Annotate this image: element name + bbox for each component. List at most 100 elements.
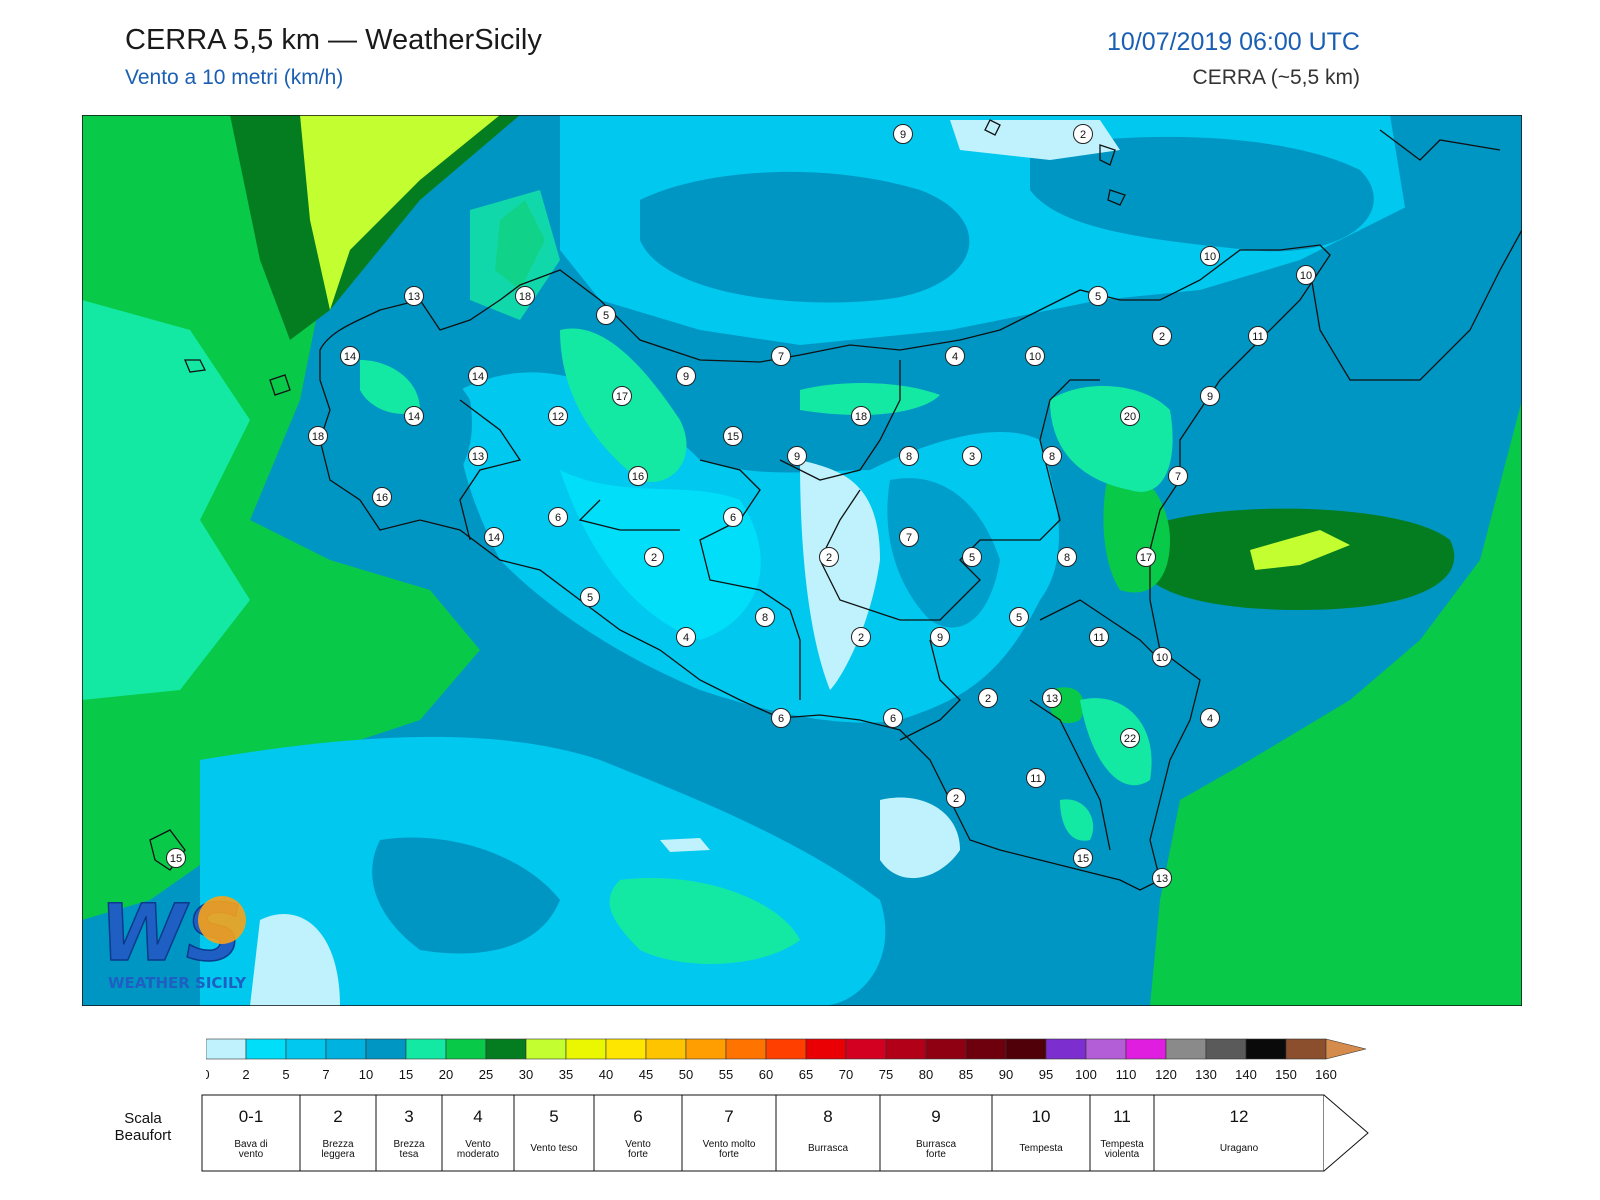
station-value: 5 [969, 552, 975, 564]
station-marker: 11 [1089, 627, 1109, 647]
station-value: 8 [1064, 552, 1070, 564]
beaufort-number: 4 [473, 1107, 482, 1126]
beaufort-class: 10 Tempesta [991, 1094, 1091, 1172]
station-markers: 9 2 10 10 13 18 5 5 2 11 14 7 4 10 14 9 17 9 14 12 18 20 18 15 1… [166, 124, 1316, 888]
station-value: 15 [1077, 853, 1089, 865]
station-marker: 6 [723, 507, 743, 527]
station-marker: 15 [1073, 848, 1093, 868]
beaufort-desc-line2: leggera [321, 1149, 355, 1160]
station-marker: 11 [1248, 326, 1268, 346]
beaufort-desc-line1: Vento [465, 1139, 491, 1150]
station-value: 12 [552, 411, 564, 423]
beaufort-desc-line1: Burrasca [808, 1143, 848, 1154]
colorbar-cell [1245, 1038, 1287, 1060]
station-marker: 20 [1120, 406, 1140, 426]
colorbar-tick-label: 45 [639, 1067, 653, 1082]
colorbar-tick-label: 160 [1315, 1067, 1337, 1082]
station-marker: 6 [883, 708, 903, 728]
beaufort-number: 3 [404, 1107, 413, 1126]
colorbar-tick-label: 15 [399, 1067, 413, 1082]
beaufort-number: 12 [1230, 1107, 1249, 1126]
colorbar-cell [285, 1038, 327, 1060]
beaufort-desc-line2: forte [926, 1149, 946, 1160]
station-value: 18 [519, 291, 531, 303]
station-value: 17 [1140, 552, 1152, 564]
colorbar-cell [685, 1038, 727, 1060]
colorbar-tick-label: 5 [282, 1067, 289, 1082]
colorbar-cell [365, 1038, 407, 1060]
station-marker: 22 [1120, 728, 1140, 748]
colorbar-tick-label: 120 [1155, 1067, 1177, 1082]
beaufort-number: 11 [1113, 1107, 1131, 1126]
beaufort-number: 2 [333, 1107, 342, 1126]
station-marker: 5 [1009, 607, 1029, 627]
station-value: 9 [900, 129, 906, 141]
station-value: 2 [985, 693, 991, 705]
beaufort-desc-line2: violenta [1105, 1149, 1140, 1160]
colorbar-cell [645, 1038, 687, 1060]
beaufort-desc-line2: moderato [457, 1149, 500, 1160]
station-marker: 2 [946, 788, 966, 808]
station-marker: 5 [596, 305, 616, 325]
station-marker: 2 [819, 547, 839, 567]
station-value: 17 [616, 391, 628, 403]
station-value: 4 [1207, 713, 1213, 725]
station-value: 13 [1046, 693, 1058, 705]
colorbar-cell [1205, 1038, 1247, 1060]
station-marker: 14 [340, 346, 360, 366]
beaufort-desc-line2: tesa [400, 1149, 419, 1160]
colorbar-cell [1125, 1038, 1167, 1060]
beaufort-desc-line2: forte [628, 1149, 648, 1160]
beaufort-number: 7 [724, 1107, 733, 1126]
station-value: 10 [1029, 351, 1041, 363]
beaufort-desc-line1: Vento teso [530, 1143, 578, 1154]
station-value: 5 [1095, 291, 1101, 303]
scale-label: Scala [124, 1110, 162, 1127]
colorbar-tick-label: 40 [599, 1067, 613, 1082]
station-value: 16 [632, 471, 644, 483]
station-value: 9 [794, 451, 800, 463]
station-marker: 9 [676, 366, 696, 386]
colorbar-tick-label: 75 [879, 1067, 893, 1082]
colorbar-arrow [1325, 1038, 1367, 1060]
beaufort-desc-line1: Tempesta [1100, 1139, 1144, 1150]
map-title: CERRA 5,5 km — WeatherSicily [125, 24, 542, 56]
station-value: 14 [344, 351, 356, 363]
station-value: 13 [1156, 873, 1168, 885]
colorbar-cell [1045, 1038, 1087, 1060]
station-value: 9 [683, 371, 689, 383]
station-marker: 13 [1042, 688, 1062, 708]
colorbar-tick-label: 25 [479, 1067, 493, 1082]
station-value: 10 [1300, 270, 1312, 282]
station-value: 13 [408, 291, 420, 303]
colorbar-cell [565, 1038, 607, 1060]
station-marker: 8 [1042, 446, 1062, 466]
colorbar-cell [1285, 1038, 1327, 1060]
colorbar-tick-label: 10 [359, 1067, 373, 1082]
colorbar-cell [805, 1038, 847, 1060]
beaufort-desc-line2: vento [239, 1149, 264, 1160]
colorbar-cell [445, 1038, 487, 1060]
station-marker: 12 [548, 406, 568, 426]
station-value: 6 [555, 512, 561, 524]
beaufort-desc-line1: Vento [625, 1139, 651, 1150]
station-value: 6 [778, 713, 784, 725]
station-value: 6 [730, 512, 736, 524]
beaufort-number: 5 [549, 1107, 558, 1126]
colorbar-cell [605, 1038, 647, 1060]
map-subtitle: Vento a 10 metri (km/h) [125, 66, 344, 89]
station-value: 14 [408, 411, 420, 423]
colorbar-cell [725, 1038, 767, 1060]
station-value: 8 [1049, 451, 1055, 463]
station-marker: 10 [1152, 647, 1172, 667]
colorbar-cell [765, 1038, 807, 1060]
colorbar-cell [245, 1038, 287, 1060]
station-marker: 6 [548, 507, 568, 527]
station-value: 2 [953, 793, 959, 805]
